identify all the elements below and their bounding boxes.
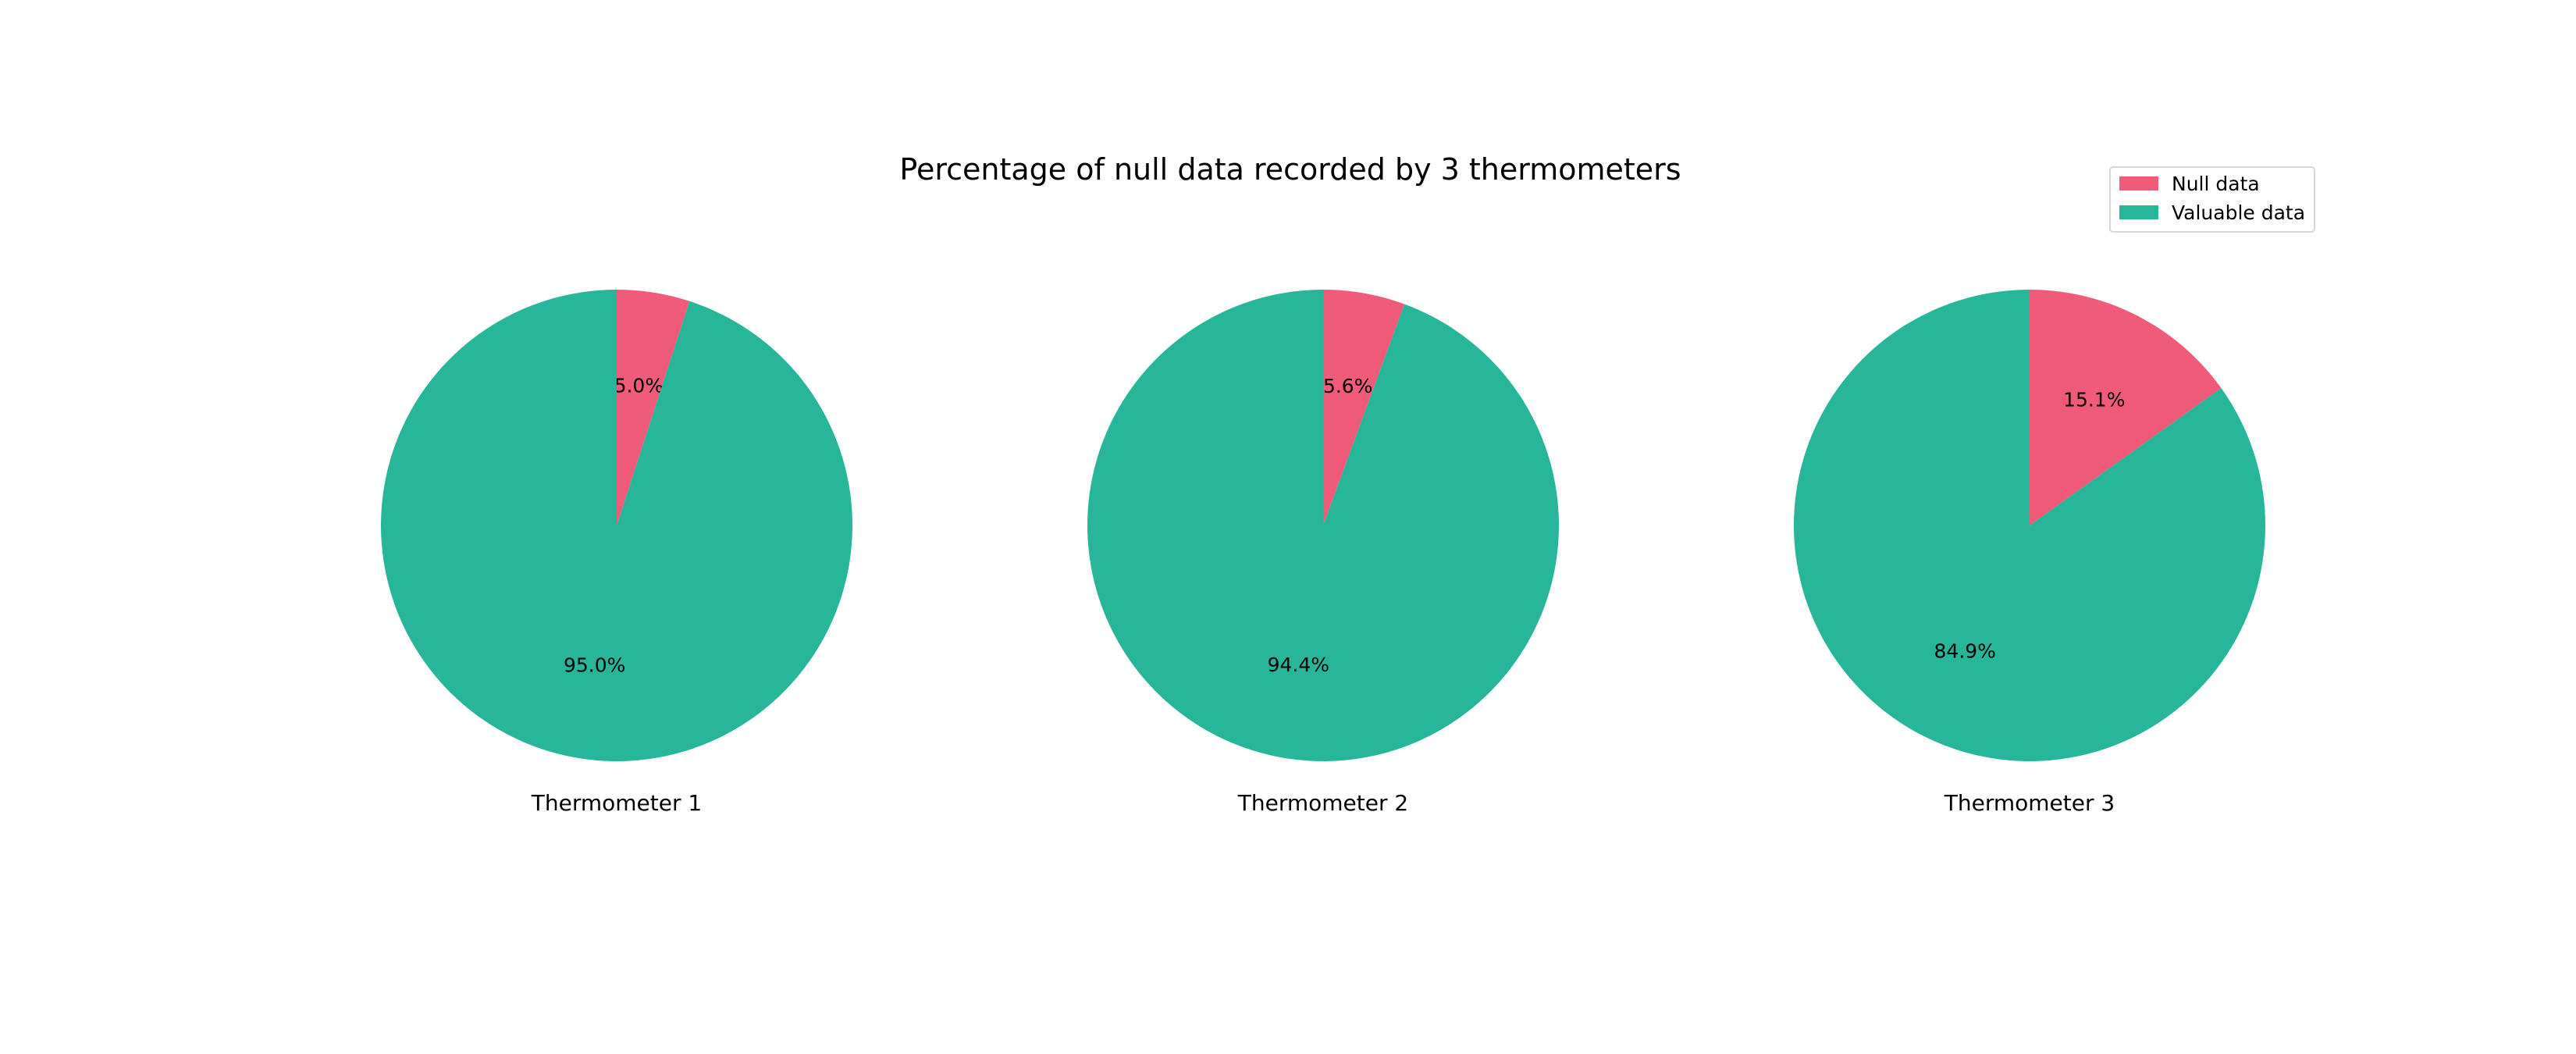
pies-group: 5.0% 95.0% Thermometer 1 5.6% 94.4% Thermomet… [380, 289, 2265, 816]
pie-2-pct-label-valuable-data: 94.4% [1268, 653, 1329, 676]
pie-3-pct-label-null-data: 15.1% [2063, 388, 2125, 411]
pie-2-caption: Thermometer 2 [1237, 790, 1408, 816]
pie-3-slice-null-data [2030, 290, 2222, 525]
pie-3-caption: Thermometer 3 [1944, 790, 2115, 816]
pie-2-pct-label-null-data: 5.6% [1323, 375, 1373, 397]
pie-1-pct-label-valuable-data: 95.0% [564, 653, 625, 676]
legend-swatch-null-data [2119, 176, 2158, 191]
legend: Null data Valuable data [2109, 166, 2315, 233]
pie-3-pct-label-valuable-data: 84.9% [1934, 640, 1996, 663]
pie-1-caption: Thermometer 1 [531, 790, 702, 816]
chart-title: Percentage of null data recorded by 3 th… [899, 152, 1681, 187]
legend-label-valuable-data: Valuable data [2172, 201, 2305, 224]
pie-3-slice-valuable-data [1793, 289, 2265, 761]
legend-swatch-valuable-data [2119, 205, 2158, 219]
pie-1-pct-label-null-data: 5.0% [614, 375, 664, 397]
pie-2-slice-valuable-data [1087, 290, 1560, 761]
pie-1-slice-null-data [617, 290, 690, 525]
legend-frame [2109, 166, 2315, 233]
pie-1-slice-valuable-data [380, 289, 852, 761]
legend-label-null-data: Null data [2172, 173, 2260, 195]
pie-2-slice-null-data [1323, 290, 1405, 525]
